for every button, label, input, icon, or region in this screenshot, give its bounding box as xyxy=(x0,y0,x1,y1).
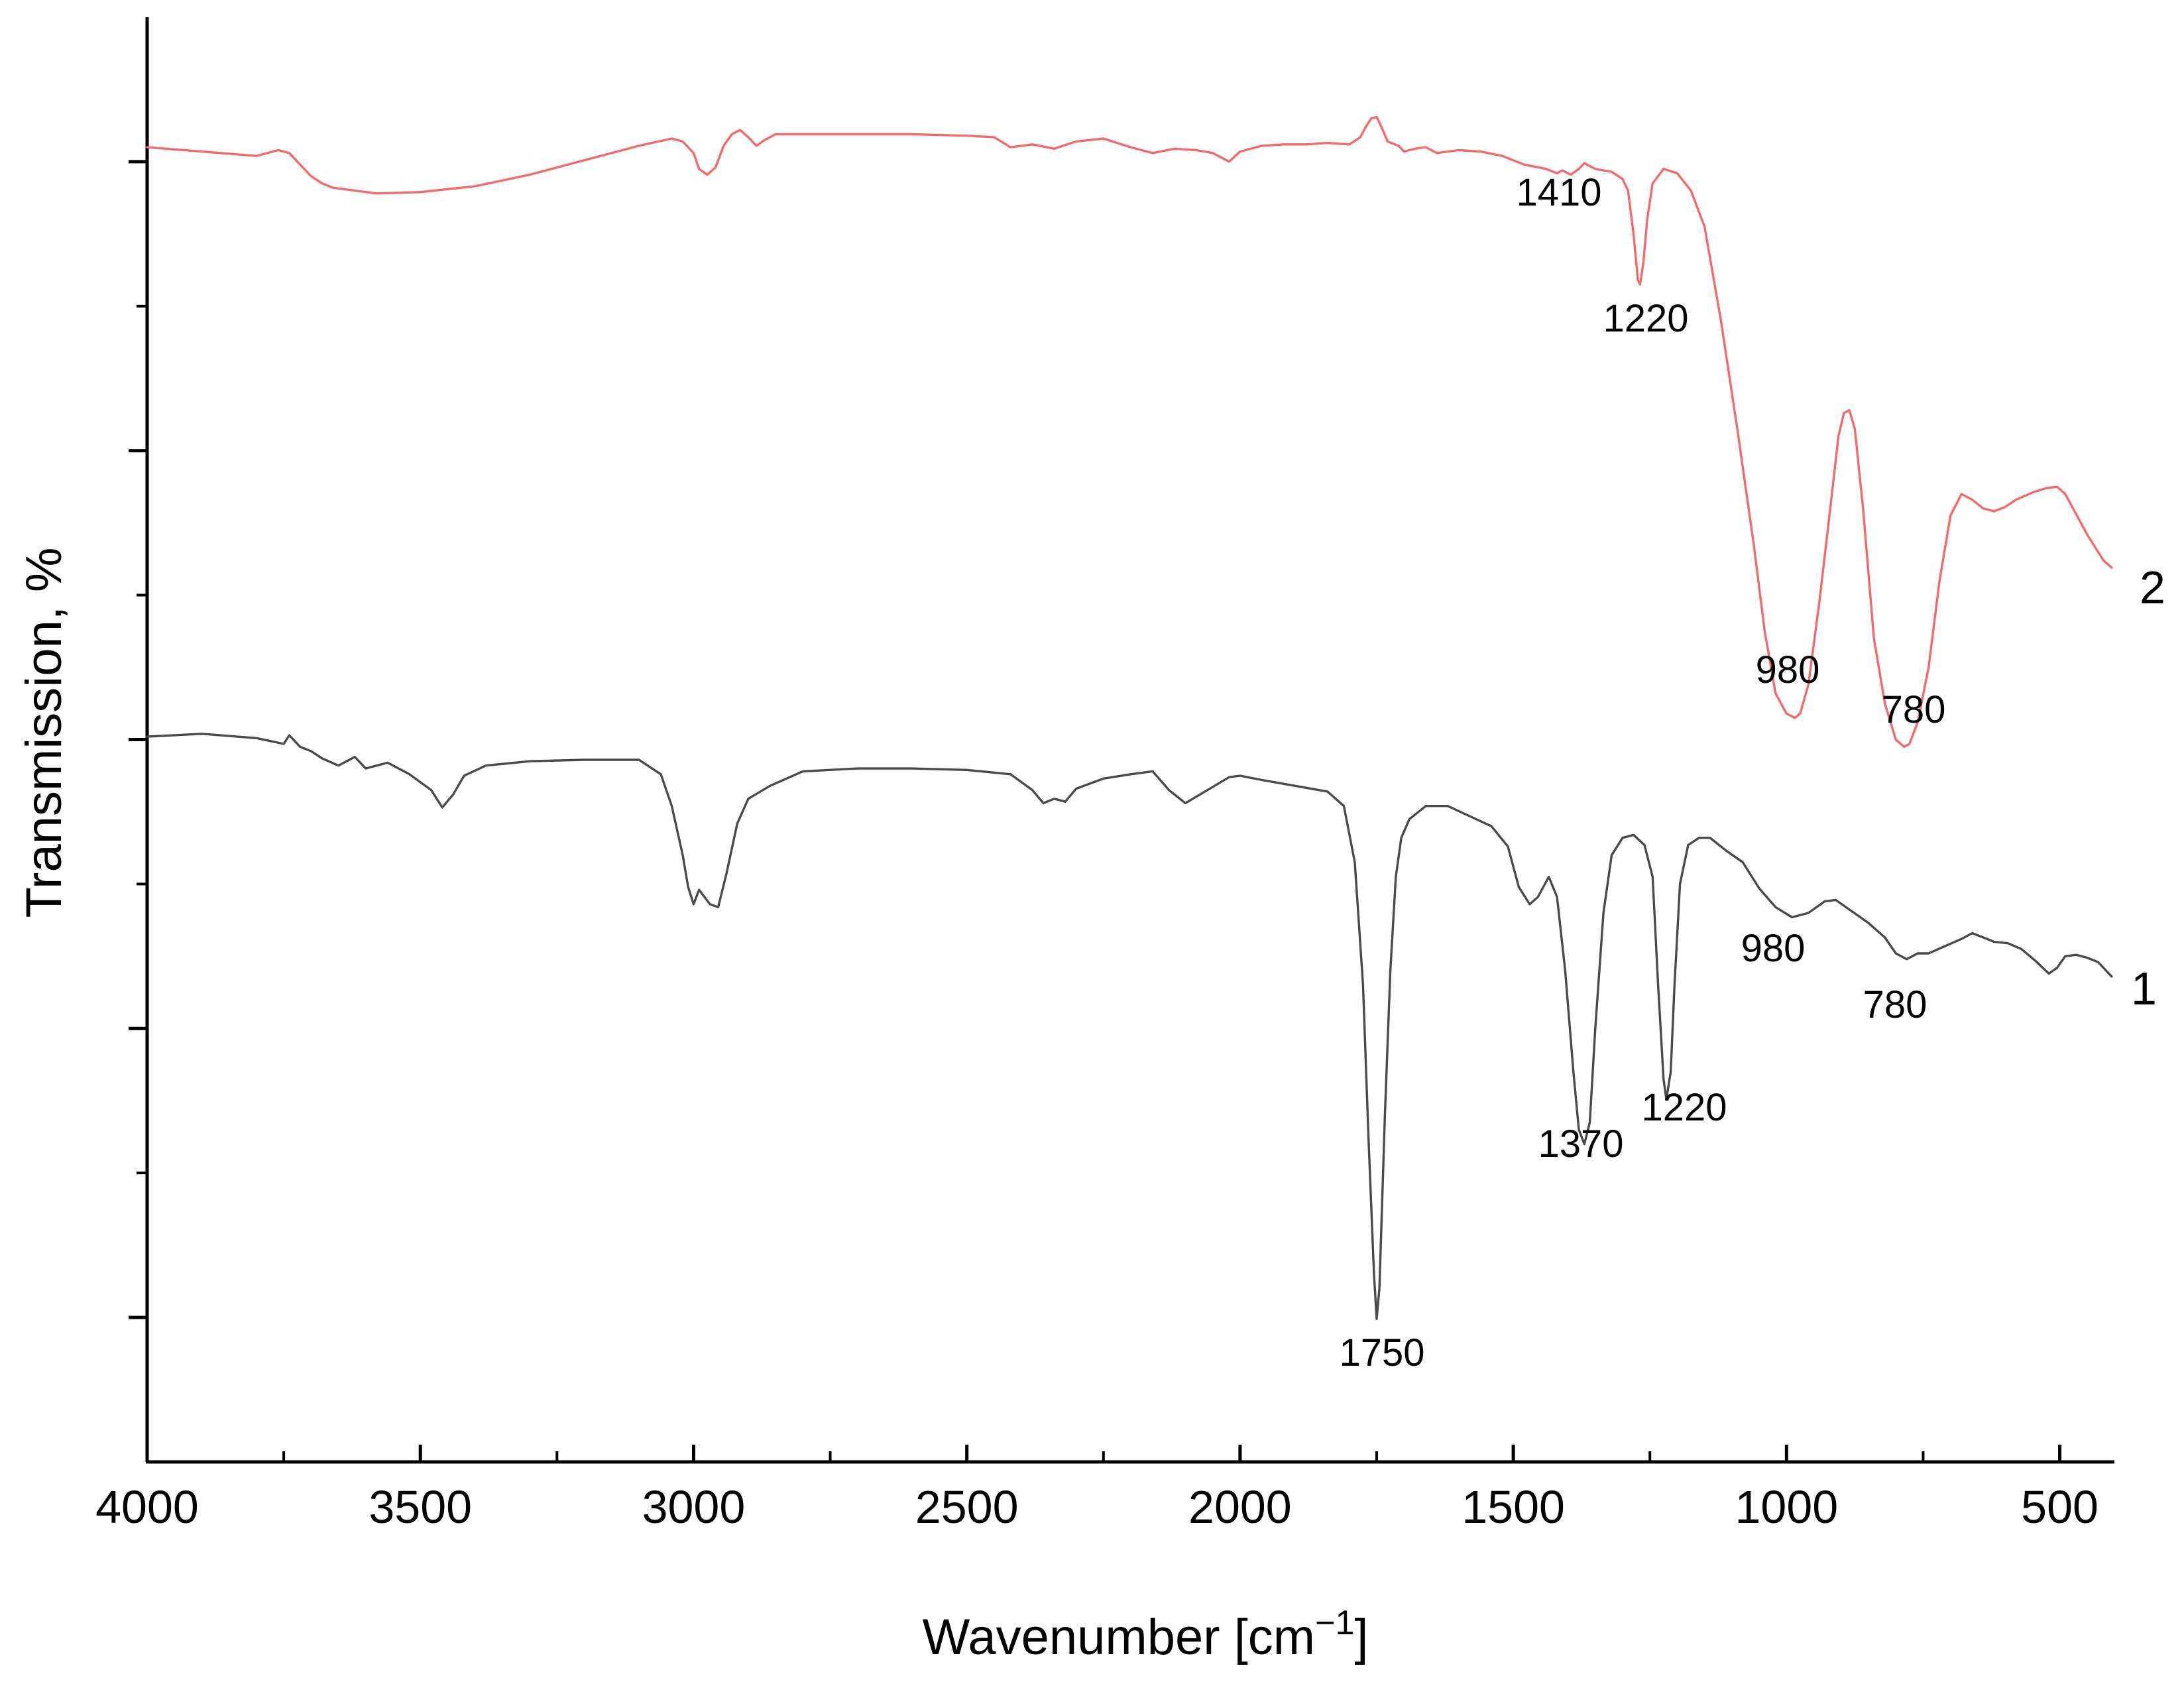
y-axis-title: Transmission, % xyxy=(16,548,72,918)
x-axis-title: Wavenumber [cm−1] xyxy=(922,1604,1368,1665)
peak-label-2-980: 980 xyxy=(1756,648,1820,692)
series-name-1: 1 xyxy=(2131,963,2157,1014)
peak-label-1-1220: 1220 xyxy=(1641,1086,1727,1129)
x-ticks: 4000 3500 3000 2500 2000 1500 1000 500 xyxy=(95,1445,2098,1533)
x-tick-label: 3000 xyxy=(642,1481,746,1533)
peak-label-1-1750: 1750 xyxy=(1339,1331,1424,1374)
x-axis-title-main: Wavenumber [cm xyxy=(922,1609,1315,1665)
peak-label-2-1220: 1220 xyxy=(1603,297,1688,340)
series-1-line xyxy=(146,733,2113,1320)
x-tick-label: 1500 xyxy=(1462,1481,1565,1533)
x-tick-label: 500 xyxy=(2021,1481,2098,1533)
peak-label-2-780: 780 xyxy=(1882,688,1946,731)
peak-label-1-980: 980 xyxy=(1741,927,1806,970)
x-axis-title-superscript: −1 xyxy=(1315,1604,1354,1642)
x-tick-label: 4000 xyxy=(95,1481,199,1533)
x-tick-label: 2000 xyxy=(1188,1481,1292,1533)
y-ticks xyxy=(129,160,147,1319)
peak-label-2-1410: 1410 xyxy=(1516,171,1601,214)
x-axis-title-close: ] xyxy=(1354,1609,1368,1665)
x-tick-label: 3500 xyxy=(369,1481,472,1533)
x-tick-label: 2500 xyxy=(915,1481,1019,1533)
series-names: 2 1 xyxy=(2131,562,2165,1014)
peak-label-1-1370: 1370 xyxy=(1538,1122,1623,1166)
traces xyxy=(146,115,2113,1320)
series-name-2: 2 xyxy=(2140,562,2165,613)
series-2-line xyxy=(146,115,2113,749)
axes xyxy=(145,17,2114,1464)
peak-label-1-780: 780 xyxy=(1863,983,1927,1026)
x-tick-label: 1000 xyxy=(1735,1481,1838,1533)
peak-labels: 1410 1220 980 780 980 780 1750 1370 1220 xyxy=(1339,171,1945,1374)
